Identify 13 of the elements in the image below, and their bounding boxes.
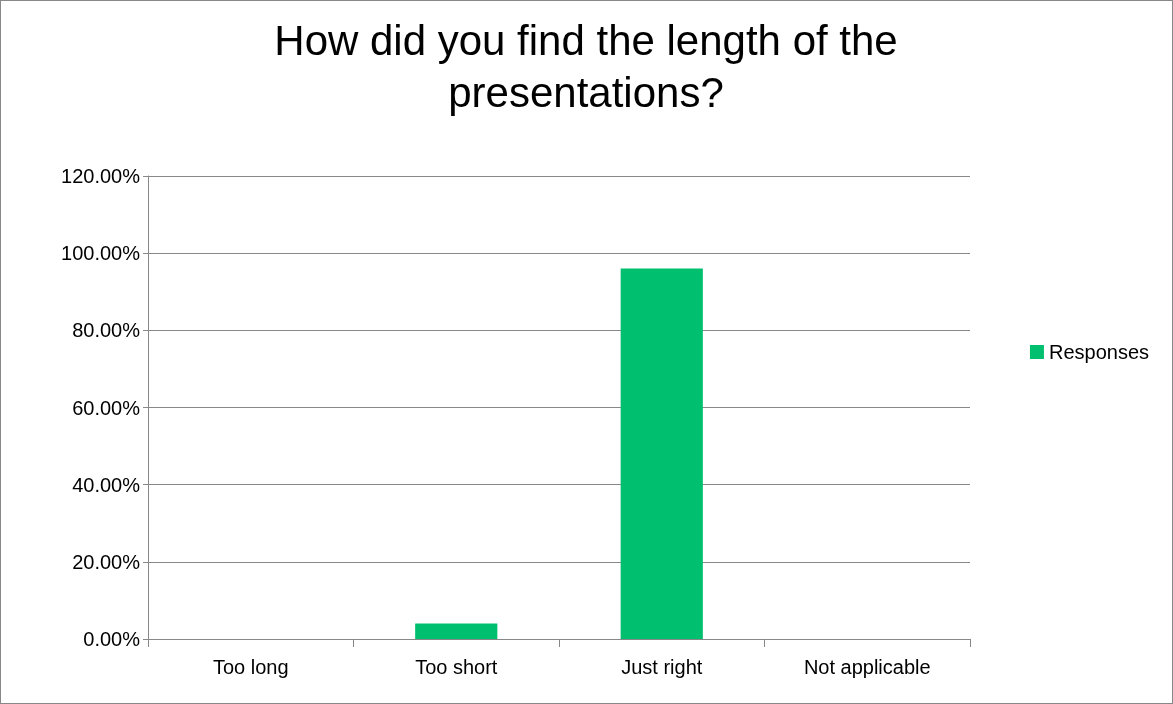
chart-title: How did you find the length of the presentations? — [274, 16, 898, 116]
y-tick-label: 60.00% — [72, 396, 141, 419]
x-tick-label: Too short — [415, 656, 498, 678]
y-tick-label: 0.00% — [83, 628, 141, 650]
y-tick-label: 80.00% — [72, 319, 141, 342]
x-tick-label: Not applicable — [803, 656, 931, 678]
y-tick-label: 20.00% — [72, 550, 141, 573]
legend-label: Responses — [1048, 341, 1149, 363]
y-tick-label: 40.00% — [72, 473, 141, 496]
y-tick-label: 100.00% — [61, 242, 141, 265]
x-tick-label: Just right — [621, 656, 703, 678]
x-tick-label: Too long — [212, 656, 289, 678]
y-tick-label: 120.00% — [61, 165, 141, 187]
